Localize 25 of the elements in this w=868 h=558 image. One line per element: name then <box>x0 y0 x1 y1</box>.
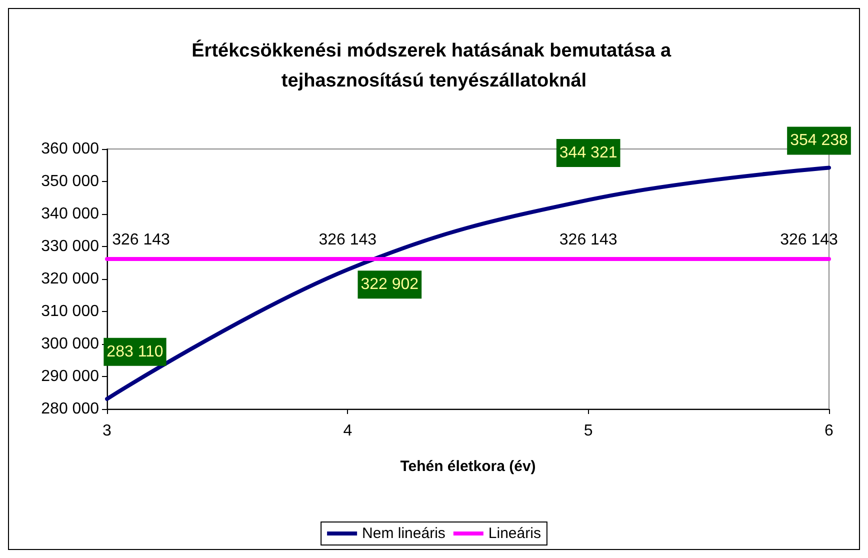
y-tick-label: 330 000 <box>41 238 100 255</box>
x-tick-label: 5 <box>584 422 593 440</box>
y-tick-label: 290 000 <box>41 368 100 385</box>
data-label: 326 143 <box>112 232 170 249</box>
x-tick-label: 4 <box>343 422 352 440</box>
chart-title: Értékcsökkenési módszerek hatásának bemutatása a tejhasznosítású tenyészállatoknál <box>192 40 676 92</box>
x-tick-label: 6 <box>824 422 834 440</box>
y-tick-label: 310 000 <box>41 303 100 320</box>
legend-label: Nem lineáris <box>362 525 446 542</box>
data-label: 322 902 <box>360 276 419 294</box>
y-tick-label: 280 000 <box>41 400 100 418</box>
data-label: 344 321 <box>559 144 618 162</box>
y-tick-label: 320 000 <box>41 270 100 288</box>
y-tick-label: 340 000 <box>41 206 100 222</box>
x-tick-label: 3 <box>102 422 112 440</box>
legend-label: Lineáris <box>488 525 541 542</box>
y-tick-label: 300 000 <box>41 336 100 352</box>
data-label: 283 110 <box>106 343 164 360</box>
y-tick-label: 360 000 <box>41 140 100 158</box>
data-label: 326 143 <box>780 232 838 249</box>
x-axis-title: Tehén életkora (év) <box>400 458 536 475</box>
y-tick-label: 350 000 <box>41 173 100 190</box>
data-label: 326 143 <box>318 232 377 249</box>
data-label: 326 143 <box>559 232 618 249</box>
data-label: 354 238 <box>790 132 848 150</box>
